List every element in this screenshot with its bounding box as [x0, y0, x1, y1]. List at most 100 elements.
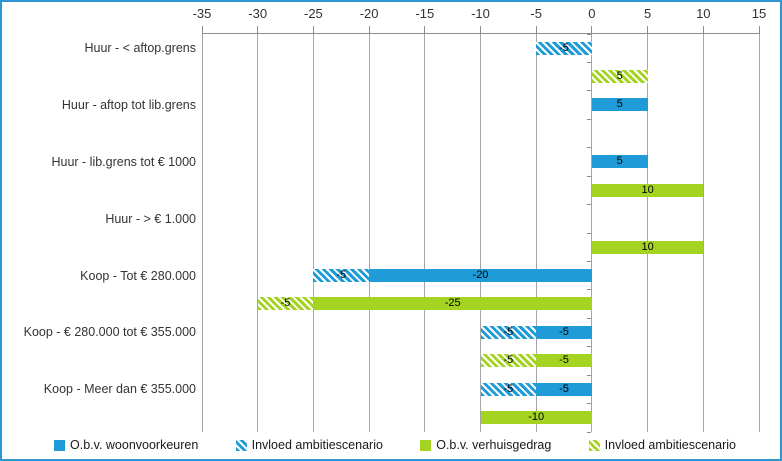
bar-segment: -10 — [480, 411, 592, 425]
bar-value-label: 5 — [616, 98, 623, 111]
x-axis-line — [202, 33, 760, 34]
category-axis-tick — [587, 260, 592, 262]
bar-value-label: -5 — [503, 325, 514, 338]
x-axis-tick-label: 0 — [588, 6, 596, 21]
legend-item: O.b.v. woonvoorkeuren — [54, 438, 198, 452]
bar-segment: -5 — [536, 41, 592, 55]
bar-value-label: -10 — [528, 411, 545, 424]
bar-value-label: -5 — [559, 382, 569, 395]
legend-item: Invloed ambitiescenario — [588, 438, 736, 452]
bar-segment: -5 — [480, 325, 537, 339]
bar-value-label: -25 — [444, 297, 461, 310]
bar-segment: 5 — [591, 98, 648, 112]
gridline — [758, 34, 760, 432]
x-axis-tick — [312, 26, 314, 33]
category-label: Huur - lib.grens tot € 1000 — [51, 154, 196, 169]
category-axis-tick — [587, 61, 592, 63]
x-axis-tick-label: 5 — [643, 6, 652, 21]
bar-value-label: 10 — [641, 183, 654, 196]
legend-swatch-solid-blue — [54, 439, 65, 451]
x-axis-labels: -35 -30 -25 -20 -15 -10 -5 0 5 10 15 — [193, 6, 767, 26]
x-axis-tick — [702, 26, 704, 33]
x-axis-tick — [424, 26, 426, 33]
x-axis-tick — [257, 26, 259, 33]
gridline — [702, 34, 704, 432]
category-axis-tick — [587, 431, 592, 433]
bar-segment: 10 — [591, 240, 704, 254]
bar-segment: -25 — [313, 297, 592, 311]
bar-segment: -5 — [536, 354, 592, 368]
bar-segment: 5 — [591, 69, 648, 83]
gridline — [647, 34, 649, 432]
bar-value-label: -20 — [472, 268, 489, 281]
category-label: Koop - Tot € 280.000 — [80, 268, 196, 283]
bar-segment: 5 — [591, 155, 648, 169]
x-axis-tick-label: -20 — [359, 6, 379, 21]
category-axis-tick — [587, 346, 592, 348]
x-axis-tick-label: -30 — [248, 6, 268, 21]
category-label: Koop - € 280.000 tot € 355.000 — [23, 325, 196, 340]
legend: O.b.v. woonvoorkeuren Invloed ambitiescen… — [54, 436, 736, 454]
legend-item: Invloed ambitiescenario — [235, 438, 383, 452]
legend-label: Invloed ambitiescenario — [251, 438, 383, 452]
bar-value-label: 5 — [616, 155, 623, 168]
bar-segment: -5 — [257, 297, 314, 311]
legend-label: O.b.v. woonvoorkeuren — [70, 438, 199, 452]
category-axis-tick — [587, 118, 592, 120]
bar-value-label: -5 — [336, 268, 347, 281]
x-axis-tick — [480, 26, 481, 33]
bar-value-label: -5 — [503, 382, 514, 395]
bar-value-label: -5 — [503, 354, 514, 367]
gridline — [480, 34, 481, 432]
bar-value-label: -5 — [559, 325, 569, 338]
category-axis-tick — [587, 232, 592, 234]
x-axis-tick — [591, 26, 593, 33]
category-axis-labels: Huur - < aftop.grens Huur - aftop tot lib… — [8, 34, 196, 432]
gridline — [312, 34, 314, 432]
bar-value-label: 5 — [616, 69, 623, 82]
category-axis-tick — [587, 289, 592, 291]
category-axis-tick — [587, 403, 592, 405]
category-label: Huur - aftop tot lib.grens — [61, 98, 196, 113]
category-axis-tick — [587, 90, 592, 92]
x-axis-tick — [647, 26, 649, 33]
gridline — [591, 34, 593, 432]
gridline — [201, 34, 203, 432]
bar-segment: -20 — [369, 268, 592, 282]
category-label: Koop - Meer dan € 355.000 — [43, 382, 196, 397]
bar-value-label: -5 — [280, 297, 291, 310]
x-axis-tick — [201, 26, 203, 33]
x-axis-tick-label: 10 — [696, 6, 711, 21]
bar-segment: 10 — [591, 183, 704, 197]
bar-segment: -5 — [536, 325, 592, 339]
x-axis-tick — [368, 26, 370, 33]
plot-area: -5 5 5 5 10 10 -20 -5 -25 -5 -5 -5 -5 -5 -5 -5 -10 — [201, 33, 760, 433]
legend-label: Invloed ambitiescenario — [604, 438, 736, 452]
x-axis-tick — [535, 26, 537, 33]
legend-swatch-hatched-blue — [235, 439, 247, 451]
bar-segment: -5 — [480, 382, 537, 396]
legend-swatch-solid-green — [420, 439, 432, 451]
x-axis-tick-label: -5 — [530, 6, 542, 21]
bar-segment: -5 — [313, 268, 370, 282]
gridline — [424, 34, 426, 432]
category-axis-tick — [587, 374, 592, 376]
x-axis-tick-label: -10 — [471, 6, 490, 21]
bar-value-label: 10 — [641, 240, 654, 253]
gridline — [257, 34, 259, 432]
legend-label: O.b.v. verhuisgedrag — [436, 438, 552, 452]
x-axis-tick-label: -15 — [415, 6, 435, 21]
legend-swatch-hatched-green — [588, 439, 600, 451]
bar-value-label: -5 — [559, 354, 569, 367]
bar-value-label: -5 — [559, 41, 569, 54]
x-axis-ticks — [201, 26, 760, 33]
bar-segment: -5 — [536, 382, 592, 396]
category-label: Huur - < aftop.grens — [84, 41, 196, 56]
category-label: Huur - > € 1.000 — [105, 211, 196, 226]
legend-item: O.b.v. verhuisgedrag — [420, 438, 551, 452]
gridline — [368, 34, 370, 432]
x-axis-tick-label: -35 — [192, 6, 212, 21]
x-axis-tick-label: -25 — [303, 6, 323, 21]
category-axis-tick — [587, 204, 592, 206]
